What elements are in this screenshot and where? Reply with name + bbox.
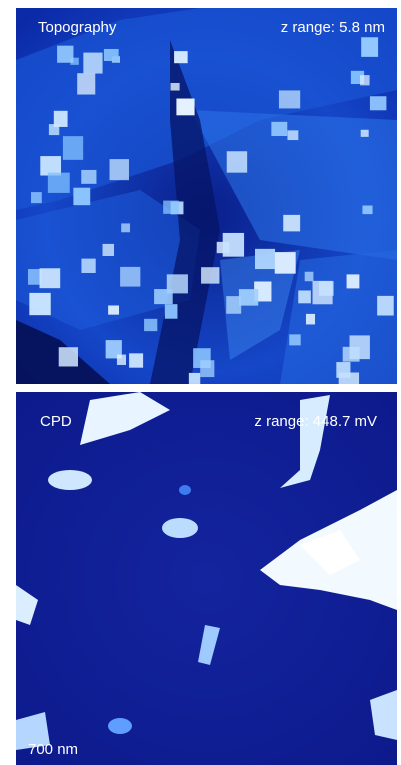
surface-feature <box>200 360 214 377</box>
surface-feature <box>108 305 119 314</box>
surface-feature <box>361 37 378 57</box>
surface-feature <box>48 173 70 193</box>
surface-feature <box>174 51 188 63</box>
surface-feature <box>370 96 386 110</box>
surface-feature <box>77 73 95 94</box>
surface-feature <box>189 373 200 384</box>
surface-feature <box>361 130 369 137</box>
surface-feature <box>154 289 173 304</box>
surface-feature <box>171 83 180 91</box>
topography-image <box>16 8 397 397</box>
surface-feature <box>129 353 143 367</box>
surface-feature <box>63 136 83 160</box>
z-range: z range: 5.8 nm <box>281 19 385 36</box>
surface-feature <box>271 122 287 136</box>
surface-feature <box>120 267 140 287</box>
surface-feature <box>283 215 300 232</box>
surface-feature <box>287 130 298 140</box>
surface-feature <box>31 192 42 203</box>
surface-feature <box>336 362 350 378</box>
surface-feature <box>227 151 247 172</box>
surface-feature <box>377 296 394 316</box>
surface-feature <box>275 252 296 274</box>
surface-feature <box>40 156 61 175</box>
surface-feature <box>110 159 129 180</box>
surface-feature <box>57 46 73 63</box>
surface-feature <box>28 269 42 285</box>
surface-feature <box>163 201 179 214</box>
surface-feature <box>201 267 219 283</box>
surface-feature <box>83 53 102 74</box>
surface-feature <box>319 281 334 296</box>
scale-bar-label: 700 nm <box>28 741 78 758</box>
surface-feature <box>305 272 314 281</box>
surface-feature <box>81 259 95 273</box>
surface-feature <box>104 49 119 61</box>
surface-feature <box>298 291 311 304</box>
surface-feature <box>40 268 61 288</box>
surface-feature <box>360 75 370 85</box>
surface-feature <box>165 304 178 319</box>
surface-feature <box>362 206 372 215</box>
surface-feature <box>144 319 157 331</box>
surface-feature <box>54 111 68 127</box>
figure: Topography z range: 5.8 nm CPD z range: … <box>0 0 401 765</box>
z-range: z range: 448.7 mV <box>254 413 377 430</box>
surface-feature <box>279 90 300 108</box>
surface-feature <box>81 170 96 184</box>
surface-feature <box>347 274 360 288</box>
surface-feature <box>306 314 315 325</box>
surface-feature <box>176 99 194 116</box>
surface-feature <box>121 223 130 232</box>
surface-feature <box>223 233 244 257</box>
surface-feature <box>239 289 258 305</box>
surface-feature <box>343 347 360 362</box>
panel-label: CPD <box>40 413 72 430</box>
panel-label: Topography <box>38 19 117 36</box>
surface-feature <box>59 347 78 366</box>
cpd-image <box>16 392 397 765</box>
surface-feature <box>289 334 300 345</box>
surface-feature <box>73 188 90 205</box>
surface-feature <box>117 355 126 365</box>
surface-feature <box>103 244 115 256</box>
surface-feature <box>255 249 275 269</box>
surface-feature <box>29 293 50 315</box>
